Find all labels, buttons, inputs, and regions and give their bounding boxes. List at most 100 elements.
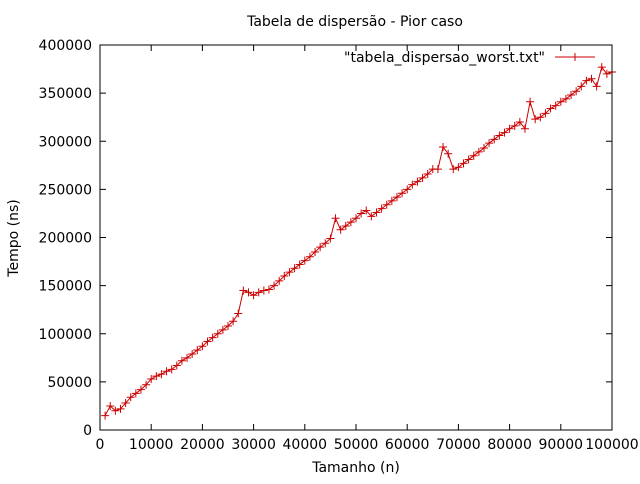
data-point <box>142 380 151 389</box>
data-point <box>249 291 258 300</box>
data-point <box>546 104 555 113</box>
data-point <box>121 399 130 408</box>
y-tick-label: 200000 <box>39 231 92 247</box>
x-tick-label: 0 <box>96 437 105 453</box>
data-point <box>500 128 509 137</box>
data-point <box>111 406 120 415</box>
data-point <box>372 208 381 217</box>
plot-area <box>101 63 616 420</box>
data-point <box>367 212 376 221</box>
data-point <box>495 131 504 140</box>
data-point <box>597 63 606 72</box>
x-tick-label: 90000 <box>539 437 584 453</box>
data-point <box>418 173 427 182</box>
data-point <box>198 342 207 351</box>
data-point <box>398 189 407 198</box>
data-point <box>254 288 263 297</box>
data-point <box>408 180 417 189</box>
x-tick-label: 80000 <box>487 437 532 453</box>
data-point <box>188 349 197 358</box>
data-point <box>326 234 335 243</box>
data-point <box>239 286 248 295</box>
data-point <box>259 286 268 295</box>
data-point <box>454 163 463 172</box>
x-tick-label: 100000 <box>585 437 638 453</box>
y-tick-label: 300000 <box>39 134 92 150</box>
data-point <box>101 411 110 420</box>
data-point <box>362 206 371 215</box>
x-tick-label: 60000 <box>385 437 430 453</box>
data-point <box>341 221 350 230</box>
legend-label: "tabela_dispersao_worst.txt" <box>344 50 545 66</box>
y-axis: 0 50000 100000 150000 200000 250000 300000 3500… <box>39 38 612 439</box>
data-point <box>177 356 186 365</box>
data-point <box>157 370 166 379</box>
data-point <box>469 151 478 160</box>
data-point <box>336 225 345 234</box>
data-point <box>352 214 360 223</box>
data-point <box>224 322 232 331</box>
y-tick-label: 100000 <box>39 327 92 343</box>
data-point <box>572 87 581 96</box>
data-point <box>270 281 279 290</box>
data-point <box>490 135 499 144</box>
data-point <box>413 177 422 186</box>
data-point <box>285 268 294 277</box>
data-point <box>162 367 171 376</box>
data-point <box>505 124 514 133</box>
data-point <box>193 346 202 355</box>
data-point <box>244 288 253 297</box>
y-tick-label: 250000 <box>39 182 92 198</box>
data-point <box>536 113 545 122</box>
data-point <box>577 82 586 91</box>
y-tick-label: 350000 <box>39 86 92 102</box>
data-point <box>357 209 366 218</box>
data-point <box>126 393 135 402</box>
data-point <box>464 155 473 164</box>
data-point <box>433 165 442 174</box>
data-point <box>136 385 145 394</box>
data-point <box>131 389 140 398</box>
legend-marker-plus <box>571 53 579 61</box>
data-point <box>387 196 396 205</box>
data-point <box>300 256 309 265</box>
data-point <box>444 149 453 158</box>
data-point <box>295 260 304 269</box>
x-axis-label: Tamanho (n) <box>311 460 400 476</box>
data-point <box>485 139 494 148</box>
data-point <box>229 317 238 326</box>
data-point <box>449 165 458 174</box>
x-tick-label: 10000 <box>129 437 174 453</box>
data-point <box>213 329 222 338</box>
data-point <box>234 309 243 318</box>
y-tick-label: 150000 <box>39 279 92 295</box>
data-point <box>167 365 176 374</box>
chart-legend: "tabela_dispersao_worst.txt" <box>344 50 595 66</box>
x-tick-label: 70000 <box>436 437 481 453</box>
data-point <box>152 372 161 381</box>
data-point <box>403 185 412 194</box>
data-point <box>474 147 483 156</box>
data-point <box>423 169 432 178</box>
data-point <box>561 94 570 103</box>
data-point <box>459 159 468 168</box>
data-point <box>106 401 115 410</box>
data-point <box>392 193 401 202</box>
data-point <box>541 109 550 118</box>
y-tick-label: 50000 <box>47 375 92 391</box>
data-point <box>510 121 519 130</box>
chart-title: Tabela de dispersão - Pior caso <box>246 14 463 30</box>
y-tick-label: 400000 <box>39 38 92 54</box>
data-point <box>280 272 289 280</box>
data-point <box>382 200 391 209</box>
data-point <box>551 101 560 110</box>
y-axis-label: Tempo (ns) <box>6 199 22 277</box>
x-tick-label: 20000 <box>180 437 225 453</box>
data-point <box>275 276 284 285</box>
data-point <box>147 374 156 383</box>
data-point <box>480 143 488 152</box>
data-point <box>290 264 299 273</box>
